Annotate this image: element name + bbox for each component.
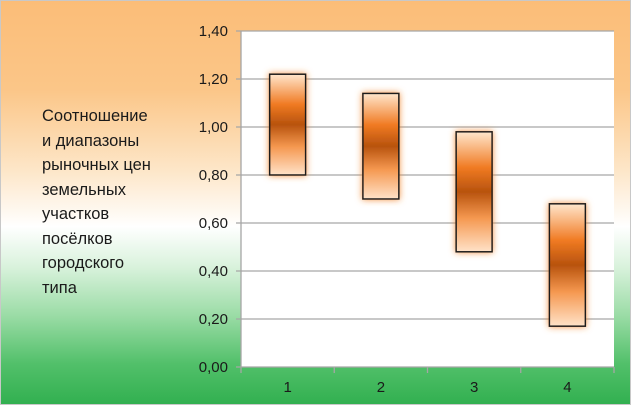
caption-line-1: Соотношение [42,107,148,125]
caption-line-8: типа [42,278,77,297]
y-tick-label: 1,20 [199,71,228,88]
caption-line-5: участков [42,205,110,223]
caption-line-4: земельных [42,180,126,199]
caption-line-2: и диапазоны [42,131,140,150]
caption-line-6: посёлков [42,229,113,248]
x-tick-label: 4 [563,379,571,396]
range-bar-4 [548,203,587,327]
x-tick-label: 1 [283,379,291,396]
x-tick-label: 3 [470,379,478,396]
range-bar-3 [455,131,493,253]
range-bar-2 [362,92,400,200]
x-tick-label: 2 [377,379,385,396]
y-tick-label: 1,00 [199,119,228,136]
y-tick-label: 0,40 [199,263,228,280]
caption-line-3: рыночных цен [42,156,151,174]
y-tick-label: 0,20 [199,311,228,328]
chart-caption: Соотношение и диапазоны рыночных цен зем… [42,104,192,300]
y-tick-label: 0,00 [199,359,228,376]
range-bar-1 [268,73,307,176]
y-tick-label: 0,60 [199,215,228,232]
y-tick-label: 1,40 [199,23,228,40]
y-tick-label: 0,80 [199,167,228,184]
caption-line-7: городского [42,254,125,272]
